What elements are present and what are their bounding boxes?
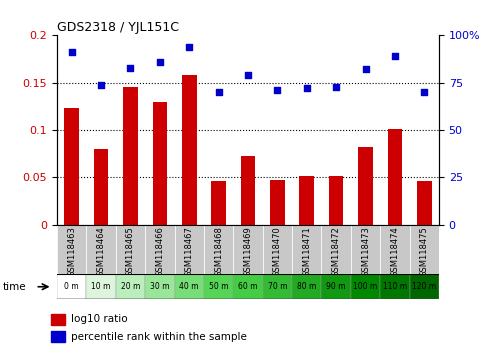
- Point: [420, 89, 428, 95]
- Text: 40 m: 40 m: [180, 282, 199, 291]
- Bar: [270, 180, 285, 225]
- Text: GSM118465: GSM118465: [126, 226, 135, 277]
- Text: GSM118471: GSM118471: [302, 226, 311, 277]
- Text: GDS2318 / YJL151C: GDS2318 / YJL151C: [57, 21, 179, 34]
- Bar: [51, 314, 65, 325]
- Bar: [145, 274, 175, 299]
- Point: [273, 87, 281, 93]
- Bar: [204, 274, 233, 299]
- Bar: [410, 274, 439, 299]
- Bar: [358, 147, 373, 225]
- Bar: [94, 149, 109, 225]
- Text: 120 m: 120 m: [412, 282, 436, 291]
- Text: 80 m: 80 m: [297, 282, 316, 291]
- Bar: [123, 87, 138, 225]
- Bar: [145, 225, 175, 274]
- Text: 70 m: 70 m: [268, 282, 287, 291]
- Bar: [233, 274, 263, 299]
- Point: [362, 67, 370, 72]
- Bar: [86, 225, 116, 274]
- Bar: [57, 225, 86, 274]
- Text: 50 m: 50 m: [209, 282, 228, 291]
- Point: [97, 82, 105, 87]
- Point: [126, 65, 134, 70]
- Bar: [152, 102, 167, 225]
- Point: [156, 59, 164, 65]
- Text: GSM118467: GSM118467: [185, 226, 194, 277]
- Text: percentile rank within the sample: percentile rank within the sample: [70, 332, 247, 342]
- Text: 10 m: 10 m: [91, 282, 111, 291]
- Text: 110 m: 110 m: [383, 282, 407, 291]
- Text: 30 m: 30 m: [150, 282, 170, 291]
- Bar: [351, 225, 380, 274]
- Point: [332, 84, 340, 89]
- Bar: [175, 225, 204, 274]
- Bar: [51, 331, 65, 342]
- Bar: [86, 274, 116, 299]
- Bar: [241, 156, 255, 225]
- Bar: [351, 274, 380, 299]
- Text: log10 ratio: log10 ratio: [70, 314, 127, 324]
- Text: 100 m: 100 m: [353, 282, 377, 291]
- Bar: [116, 274, 145, 299]
- Point: [391, 53, 399, 59]
- Bar: [380, 225, 410, 274]
- Bar: [417, 181, 432, 225]
- Text: GSM118470: GSM118470: [273, 226, 282, 277]
- Text: time: time: [3, 282, 26, 292]
- Text: GSM118475: GSM118475: [420, 226, 429, 277]
- Bar: [204, 225, 233, 274]
- Text: GSM118463: GSM118463: [67, 226, 76, 277]
- Bar: [263, 225, 292, 274]
- Text: GSM118468: GSM118468: [214, 226, 223, 277]
- Bar: [329, 177, 343, 225]
- Text: 60 m: 60 m: [238, 282, 258, 291]
- Bar: [233, 225, 263, 274]
- Text: GSM118473: GSM118473: [361, 226, 370, 277]
- Text: GSM118464: GSM118464: [97, 226, 106, 277]
- Bar: [410, 225, 439, 274]
- Bar: [182, 75, 196, 225]
- Text: GSM118474: GSM118474: [390, 226, 399, 277]
- Text: GSM118472: GSM118472: [332, 226, 341, 277]
- Bar: [292, 274, 321, 299]
- Text: GSM118466: GSM118466: [155, 226, 164, 277]
- Bar: [292, 225, 321, 274]
- Text: GSM118469: GSM118469: [244, 226, 252, 277]
- Point: [186, 44, 193, 50]
- Bar: [57, 274, 86, 299]
- Text: 20 m: 20 m: [121, 282, 140, 291]
- Bar: [387, 129, 402, 225]
- Text: 0 m: 0 m: [64, 282, 79, 291]
- Point: [215, 89, 223, 95]
- Bar: [321, 274, 351, 299]
- Bar: [321, 225, 351, 274]
- Bar: [64, 108, 79, 225]
- Bar: [116, 225, 145, 274]
- Bar: [263, 274, 292, 299]
- Bar: [300, 176, 314, 225]
- Bar: [380, 274, 410, 299]
- Point: [244, 72, 252, 78]
- Text: 90 m: 90 m: [326, 282, 346, 291]
- Bar: [211, 181, 226, 225]
- Bar: [175, 274, 204, 299]
- Point: [68, 50, 76, 55]
- Point: [303, 86, 310, 91]
